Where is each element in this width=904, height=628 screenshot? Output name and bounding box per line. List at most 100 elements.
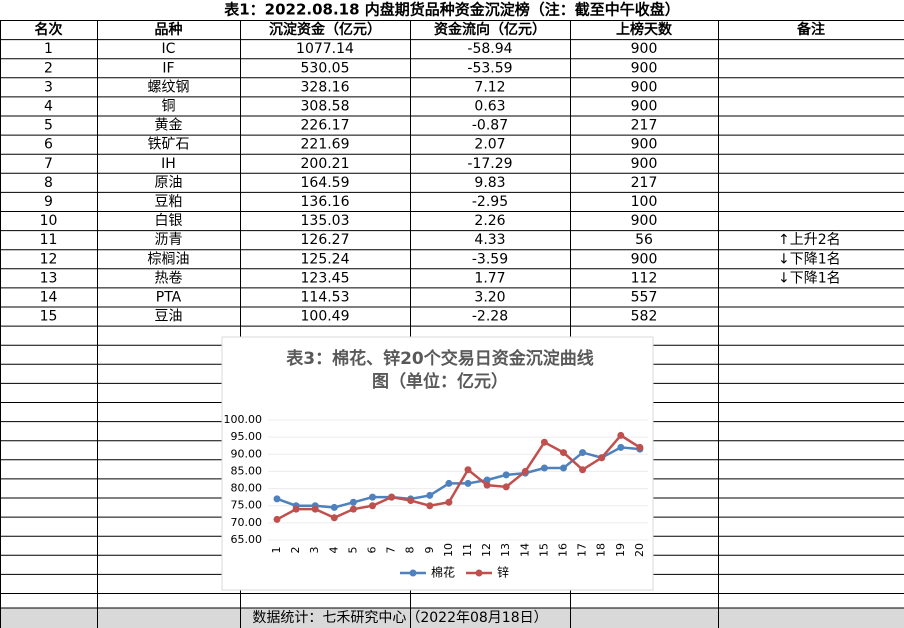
cell: 14 <box>40 289 58 305</box>
footer-text: 数据统计：七禾研究中心（2022年08月18日） <box>252 610 547 626</box>
cell: 136.16 <box>301 194 350 210</box>
cell: 3 <box>44 79 53 95</box>
cell: 900 <box>631 98 658 114</box>
x-tick-label: 4 <box>327 547 340 554</box>
x-tick-label: 1 <box>270 547 283 554</box>
cell: 10 <box>40 213 58 229</box>
cell: 114.53 <box>301 289 350 305</box>
cell: -3.59 <box>472 251 508 267</box>
point <box>502 483 510 491</box>
cell: IH <box>161 156 176 172</box>
cell: 11 <box>40 232 58 248</box>
cell: 棕榈油 <box>148 251 190 267</box>
cell: 15 <box>40 309 58 325</box>
point <box>426 502 434 510</box>
point <box>349 505 357 513</box>
y-tick-label: 95.00 <box>231 430 263 443</box>
point <box>560 449 567 457</box>
x-tick-label: 15 <box>537 543 550 557</box>
point <box>349 498 357 506</box>
cell: 582 <box>631 309 658 325</box>
cell: 217 <box>631 175 658 191</box>
chart: 65.00 70.00 75.00 80.00 85.00 90.00 95.00 100.0… <box>221 336 654 591</box>
cell: 铜 <box>162 98 176 114</box>
point <box>560 464 567 472</box>
point <box>521 467 529 475</box>
cell: -17.29 <box>467 156 512 172</box>
legend-marker <box>475 569 483 577</box>
cell: 白银 <box>155 213 183 229</box>
cell: 2.07 <box>474 137 505 153</box>
x-tick-label: 16 <box>557 543 570 557</box>
cell: 4.33 <box>474 232 505 248</box>
cell: ↑上升2名 <box>778 232 841 248</box>
cell: 112 <box>631 270 658 286</box>
y-tick-label: 100.00 <box>224 413 263 426</box>
cell: 308.58 <box>301 98 350 114</box>
header-cell: 品种 <box>155 21 183 38</box>
x-tick-label: 8 <box>404 547 417 554</box>
x-tick-label: 12 <box>480 543 493 557</box>
cell: 126.27 <box>301 232 350 248</box>
point <box>292 505 300 513</box>
x-tick-label: 3 <box>308 547 321 554</box>
y-tick-label: 75.00 <box>231 499 263 512</box>
point <box>369 493 376 501</box>
x-tick-label: 18 <box>595 543 608 557</box>
cell: 200.21 <box>301 156 350 172</box>
cell: ↓下降1名 <box>778 270 841 286</box>
y-tick-label: 70.00 <box>231 516 263 529</box>
cell: 900 <box>631 79 658 95</box>
header-cell: 备注 <box>796 21 825 38</box>
point <box>369 502 376 510</box>
cell: 221.69 <box>301 137 350 153</box>
y-tick-label: 65.00 <box>231 533 263 546</box>
point <box>502 471 510 479</box>
point <box>464 466 472 474</box>
cell: 900 <box>631 251 658 267</box>
legend-marker <box>409 569 417 577</box>
cell: 900 <box>631 60 658 76</box>
cell: 217 <box>631 118 658 134</box>
y-tick-label: 80.00 <box>231 482 263 495</box>
y-tick-label: 90.00 <box>231 447 263 460</box>
cell: 164.59 <box>301 175 350 191</box>
point <box>483 481 491 489</box>
cell: 557 <box>631 289 658 305</box>
cell: 100 <box>631 194 658 210</box>
point <box>407 497 415 505</box>
cell: IC <box>162 41 176 57</box>
chart-title: 表3：棉花、锌20个交易日资金沉淀曲线图（单位：亿元） <box>286 349 594 392</box>
cell: 1077.14 <box>296 41 354 57</box>
x-tick-label: 13 <box>499 543 512 557</box>
cell: 3.20 <box>474 289 505 305</box>
point <box>445 498 453 506</box>
footer-bg <box>0 608 904 628</box>
cell: 8 <box>44 175 53 191</box>
cell: 900 <box>631 137 658 153</box>
x-tick-label: 9 <box>423 547 436 554</box>
cell: 4 <box>44 98 53 114</box>
cell: 1.77 <box>474 270 505 286</box>
cell: 123.45 <box>301 270 350 286</box>
cell: 1 <box>44 41 53 57</box>
point <box>636 443 644 451</box>
point <box>617 443 625 451</box>
cell: IF <box>162 60 174 76</box>
cell: 9 <box>44 194 53 210</box>
x-tick-label: 6 <box>366 547 379 554</box>
cell: 100.49 <box>301 309 350 325</box>
cell: 2.26 <box>474 213 505 229</box>
cell: -2.95 <box>472 194 508 210</box>
header-cell: 上榜天数 <box>616 21 673 38</box>
point <box>330 503 338 511</box>
cell: 125.24 <box>301 251 350 267</box>
point <box>273 495 281 503</box>
x-tick-label: 10 <box>442 543 455 557</box>
table-title: 表1：2022.08.18 内盘期货品种资金沉淀榜（注：截至中午收盘） <box>224 1 680 19</box>
point <box>426 491 434 499</box>
x-tick-label: 5 <box>346 547 359 554</box>
point <box>311 505 319 513</box>
cell: 13 <box>40 270 58 286</box>
